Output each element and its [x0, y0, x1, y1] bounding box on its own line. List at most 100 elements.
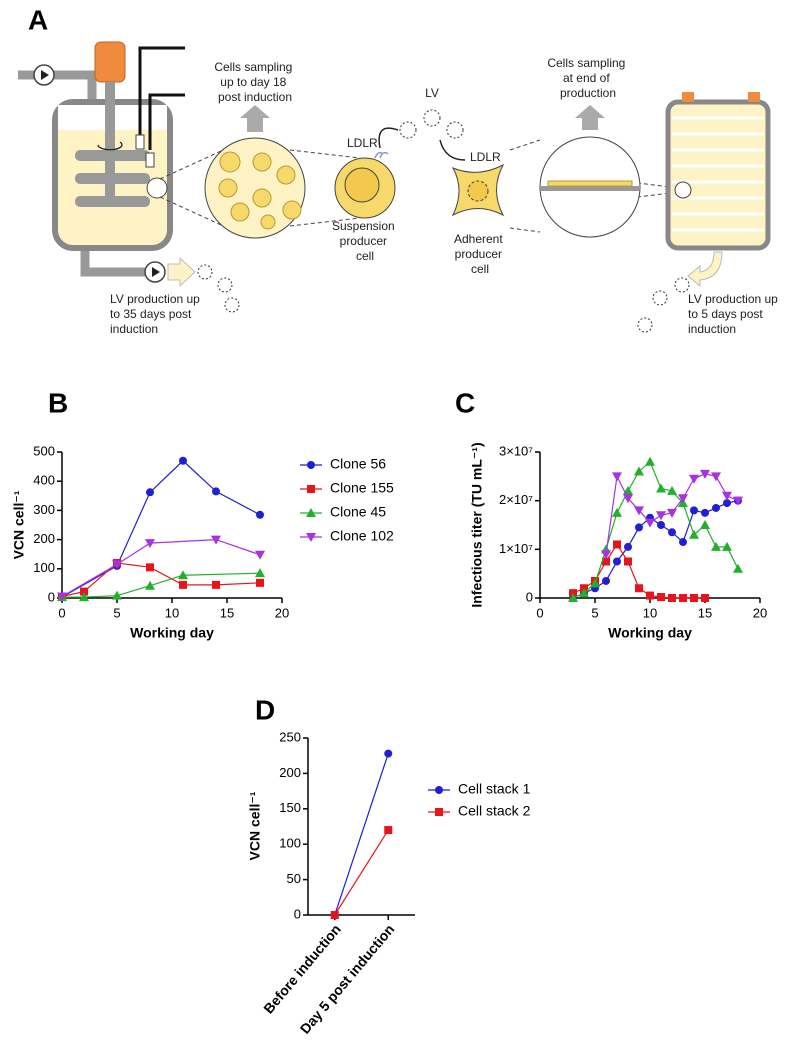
zoom-lines: [509, 139, 679, 233]
sample-arrow: [575, 105, 605, 130]
impeller: [75, 150, 150, 161]
x-axis-title: Working day: [130, 625, 214, 641]
marker: [384, 826, 393, 835]
marker: [646, 591, 654, 600]
marker: [602, 576, 610, 585]
probes: [138, 46, 185, 150]
y-tick-label: 300: [33, 502, 55, 517]
series-line: [572, 460, 739, 599]
motor: [94, 41, 126, 83]
probe: [145, 152, 155, 168]
y-tick-label: 400: [33, 473, 55, 488]
x-tick-label: 20: [275, 605, 289, 620]
marker: [679, 538, 687, 547]
marker: [112, 560, 122, 570]
label-line: cell: [471, 262, 489, 276]
label-line: Cells sampling: [214, 60, 292, 74]
cell-stack: [665, 99, 771, 251]
legend-label: Clone 155: [330, 480, 394, 496]
marker: [624, 557, 632, 566]
nucleus: [344, 167, 380, 203]
legend-label: Cell stack 2: [458, 803, 531, 819]
marker: [722, 491, 732, 501]
x-tick-label: 15: [220, 605, 234, 620]
x-tick-label: 0: [536, 605, 543, 620]
legend-label: Clone 56: [330, 456, 386, 472]
label-line: post induction: [218, 90, 292, 104]
x-tick-label: 10: [165, 605, 179, 620]
sample-arrow: [240, 105, 270, 132]
label-line: induction: [688, 322, 736, 336]
arrow: [439, 139, 466, 161]
y-tick-label: 0: [294, 906, 301, 921]
outlet-pipe: [80, 250, 150, 277]
marker: [568, 593, 578, 602]
marker: [645, 456, 655, 466]
y-tick-label: 200: [279, 765, 301, 780]
y-tick-label: 250: [279, 729, 301, 744]
marker: [733, 496, 743, 506]
marker: [146, 488, 154, 497]
marker: [590, 578, 600, 588]
series-line: [61, 538, 261, 598]
label-line: LV production up: [110, 292, 200, 306]
y-axis-title: Infectious titer (TU mL⁻¹): [469, 442, 485, 607]
marker: [624, 542, 632, 551]
x-tick-label: 0: [58, 605, 65, 620]
y-tick-label: 100: [33, 560, 55, 575]
marker: [179, 456, 187, 465]
marker: [689, 529, 699, 539]
pump-arrow: [41, 70, 49, 80]
legend-marker: [307, 485, 315, 493]
marker: [733, 563, 743, 573]
marker: [634, 466, 644, 476]
label: Adherent producer cell: [454, 232, 506, 276]
marker: [112, 590, 122, 600]
label-line: Cells sampling: [547, 56, 625, 70]
cell-layer: [547, 180, 633, 187]
series-line: [62, 572, 261, 598]
legend-marker: [306, 533, 316, 542]
marker: [690, 594, 698, 602]
marker: [601, 550, 611, 560]
marker: [711, 541, 721, 551]
marker: [612, 472, 622, 482]
label-line: LV production up: [688, 292, 778, 306]
marker: [212, 580, 220, 589]
label: LV: [425, 86, 439, 100]
diagram: A: [18, 4, 781, 336]
legend-marker: [307, 461, 315, 469]
y-tick-label: 0: [526, 589, 533, 604]
marker: [634, 506, 644, 516]
y-axis-title: VCN cell⁻¹: [11, 490, 27, 559]
y-tick-label: 3×10⁷: [499, 443, 533, 458]
panel-label: C: [455, 387, 475, 418]
marker: [602, 557, 610, 566]
marker: [668, 528, 676, 537]
marker: [678, 494, 688, 504]
marker: [623, 494, 633, 504]
label: Cells sampling up to day 18 post inducti…: [214, 60, 295, 104]
label-line: cell: [356, 249, 374, 263]
label-line: Suspension: [332, 219, 395, 233]
marker: [330, 911, 339, 919]
y-tick-label: 150: [279, 800, 301, 815]
marker: [711, 472, 721, 482]
marker: [80, 587, 88, 596]
marker: [145, 580, 155, 590]
y-tick-label: 200: [33, 531, 55, 546]
legend-marker: [435, 786, 443, 794]
flow-arrow: [687, 251, 723, 288]
marker: [667, 508, 677, 518]
panel-label: D: [255, 694, 275, 725]
y-tick-label: 1×10⁷: [499, 541, 533, 556]
marker: [690, 506, 698, 515]
marker: [667, 485, 677, 495]
marker: [668, 594, 676, 602]
label: LV production up to 5 days post inductio…: [688, 292, 781, 336]
marker: [384, 749, 393, 758]
marker: [145, 539, 155, 549]
y-tick-label: 100: [279, 836, 301, 851]
